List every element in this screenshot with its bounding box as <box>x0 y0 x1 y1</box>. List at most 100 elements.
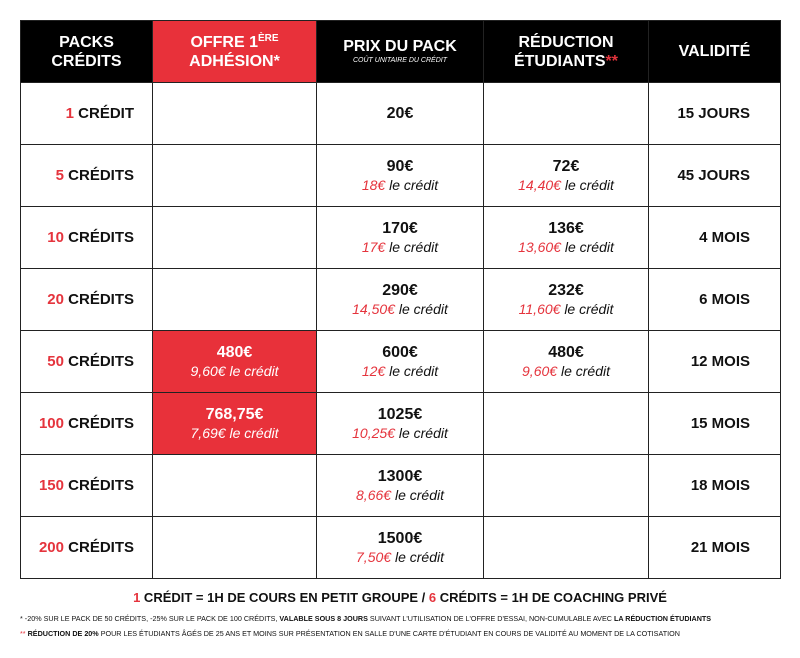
unit-price: 13,60€ le crédit <box>484 238 648 256</box>
pack-price: 170€ <box>382 219 418 237</box>
pack-unit: CRÉDITS <box>68 229 134 246</box>
unit-price-suffix: le crédit <box>398 424 448 441</box>
note: ** RÉDUCTION DE 20% POUR LES ÉTUDIANTS Â… <box>20 629 680 638</box>
pack-cell: 200 CRÉDITS <box>20 516 153 579</box>
price-cell <box>152 82 317 145</box>
unit-price-value: 10,25€ <box>352 424 395 441</box>
price-cell <box>483 454 649 517</box>
pack-cell: 100 CRÉDITS <box>20 392 153 455</box>
pack-price: 20€ <box>386 104 414 122</box>
pack-price: 1500€ <box>377 529 423 547</box>
unit-price: 9,60€ le crédit <box>484 362 648 380</box>
pack-price: 768,75€ <box>205 405 264 423</box>
unit-price-suffix: le crédit <box>394 548 444 565</box>
validity: 4 MOIS <box>648 206 781 269</box>
pack-price: 1025€ <box>377 405 423 423</box>
price-cell: 768,75€ 7,69€ le crédit <box>152 392 317 455</box>
unit-price-value: 9,60€ <box>522 362 558 379</box>
unit-price: 17€ le crédit <box>317 238 483 256</box>
header-offer: OFFRE 1ÈRE ADHÉSION* <box>152 20 317 83</box>
header-text: PACKS <box>59 33 114 51</box>
price-cell: 1025€ 10,25€ le crédit <box>316 392 484 455</box>
unit-price-value: 12€ <box>361 362 386 379</box>
validity: 45 JOURS <box>648 144 781 207</box>
unit-price-value: 8,66€ <box>356 486 392 503</box>
summary-part: CRÉDITS = 1H DE COACHING PRIVÉ <box>436 590 667 605</box>
table-row: 50 CRÉDITS 480€ 9,60€ le crédit 600€ 12€ le … <box>20 330 781 393</box>
unit-price: 12€ le crédit <box>317 362 483 380</box>
note-part: LA RÉDUCTION ÉTUDIANTS <box>613 614 712 623</box>
table-row: 20 CRÉDITS 290€ 14,50€ le crédit 232€ 11,60€… <box>20 268 781 331</box>
summary-part: CRÉDIT = 1H DE COURS EN PETIT GROUPE / <box>140 590 429 605</box>
unit-price-suffix: le crédit <box>389 362 439 379</box>
summary-part: 6 <box>428 590 437 605</box>
price-cell <box>483 392 649 455</box>
unit-price-value: 17€ <box>361 238 386 255</box>
pack-count: 1 <box>65 105 74 122</box>
unit-price-value: 11,60€ <box>518 300 561 317</box>
table-body: 1 CRÉDIT 20€ 15 JOURS 5 CRÉDITS 90€ 18€ le cr… <box>20 82 781 579</box>
pack-price: 480€ <box>548 343 584 361</box>
price-cell <box>152 454 317 517</box>
unit-price: 18€ le crédit <box>317 176 483 194</box>
price-cell: 1500€ 7,50€ le crédit <box>316 516 484 579</box>
pack-cell: 1 CRÉDIT <box>20 82 153 145</box>
pack-unit: CRÉDITS <box>68 291 134 308</box>
validity: 21 MOIS <box>648 516 781 579</box>
unit-price: 9,60€ le crédit <box>153 362 316 380</box>
pack-price: 232€ <box>548 281 584 299</box>
unit-price-value: 7,69€ <box>190 424 226 441</box>
price-cell: 480€ 9,60€ le crédit <box>483 330 649 393</box>
pack-count: 200 <box>38 539 64 556</box>
unit-price: 7,69€ le crédit <box>153 424 316 442</box>
table-row: 10 CRÉDITS 170€ 17€ le crédit 136€ 13,60€ le… <box>20 206 781 269</box>
header-price: PRIX DU PACK COÛT UNITAIRE DU CRÉDIT <box>316 20 484 83</box>
pack-price: 290€ <box>382 281 418 299</box>
pack-cell: 150 CRÉDITS <box>20 454 153 517</box>
unit-price-suffix: le crédit <box>398 300 448 317</box>
header-subtitle: COÛT UNITAIRE DU CRÉDIT <box>353 57 447 64</box>
header-text: PRIX DU PACK <box>343 38 457 55</box>
unit-price-value: 7,50€ <box>356 548 392 565</box>
price-cell <box>152 516 317 579</box>
note-part: VALABLE SOUS 8 JOURS <box>279 614 368 623</box>
unit-price: 10,25€ le crédit <box>317 424 483 442</box>
price-cell <box>483 82 649 145</box>
pack-unit: CRÉDITS <box>68 353 134 370</box>
pack-price: 480€ <box>216 343 253 361</box>
note-part: SUIVANT L'UTILISATION DE L'OFFRE D'ESSAI… <box>367 614 614 623</box>
table-row: 5 CRÉDITS 90€ 18€ le crédit 72€ 14,40€ le cr… <box>20 144 781 207</box>
summary-part: 1 <box>133 590 141 605</box>
price-cell: 600€ 12€ le crédit <box>316 330 484 393</box>
pack-count: 20 <box>47 291 64 308</box>
validity: 12 MOIS <box>648 330 781 393</box>
pack-cell: 50 CRÉDITS <box>20 330 153 393</box>
pack-price: 1300€ <box>377 467 423 485</box>
price-cell: 480€ 9,60€ le crédit <box>152 330 317 393</box>
unit-price-suffix: le crédit <box>564 176 614 193</box>
header-sup: ÈRE <box>258 32 279 44</box>
price-cell <box>152 206 317 269</box>
pack-price: 90€ <box>386 157 414 175</box>
table-row: 150 CRÉDITS 1300€ 8,66€ le crédit 18 MOIS <box>20 454 781 517</box>
pack-unit: CRÉDITS <box>68 477 134 494</box>
note-part: POUR LES ÉTUDIANTS ÂGÉS DE 25 ANS ET MOI… <box>98 629 680 638</box>
unit-price-value: 14,50€ <box>352 300 395 317</box>
price-cell: 232€ 11,60€ le crédit <box>483 268 649 331</box>
unit-price: 11,60€ le crédit <box>484 300 648 318</box>
price-cell: 170€ 17€ le crédit <box>316 206 484 269</box>
pack-count: 100 <box>38 415 64 432</box>
pack-count: 5 <box>55 167 64 184</box>
unit-price-value: 13,60€ <box>518 238 561 255</box>
note: * -20% SUR LE PACK DE 50 CRÉDITS, -25% S… <box>20 614 711 623</box>
header-mark: ** <box>605 52 618 70</box>
validity: 18 MOIS <box>648 454 781 517</box>
unit-price-value: 9,60€ <box>190 362 226 379</box>
pack-cell: 5 CRÉDITS <box>20 144 153 207</box>
note-part: ** <box>20 629 26 638</box>
price-cell: 20€ <box>316 82 484 145</box>
note-part: * <box>20 614 23 623</box>
pack-unit: CRÉDITS <box>68 415 134 432</box>
header-student: RÉDUCTION ÉTUDIANTS** <box>483 20 649 83</box>
